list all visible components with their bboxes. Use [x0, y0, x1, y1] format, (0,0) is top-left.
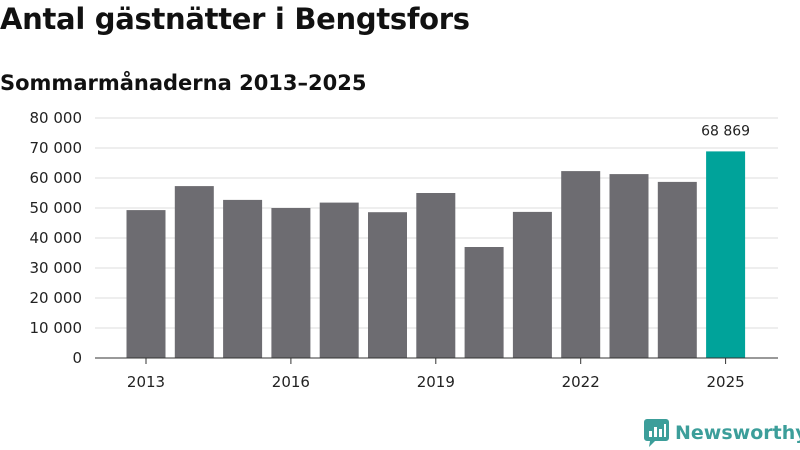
y-tick-label: 40 000 [30, 229, 83, 247]
chart-subtitle: Sommarmånaderna 2013–2025 [0, 71, 367, 95]
bar-2020 [464, 247, 504, 358]
chart-title: Antal gästnätter i Bengtsfors [0, 2, 470, 36]
bar-2017 [319, 202, 359, 358]
y-tick-label: 50 000 [30, 199, 83, 217]
bar-2024 [657, 181, 697, 358]
y-tick-label: 20 000 [30, 289, 83, 307]
x-tick-label: 2016 [272, 373, 310, 391]
bar-2021 [512, 211, 552, 358]
x-tick-label: 2019 [417, 373, 455, 391]
bar-2023 [609, 174, 649, 358]
newsworthy-brand: Newsworthy [644, 419, 800, 447]
bar-2018 [368, 212, 407, 358]
bar-2016 [271, 208, 311, 358]
newsworthy-logo-text: Newsworthy [675, 422, 800, 444]
y-tick-label: 30 000 [30, 259, 83, 277]
newsworthy-logo-icon [644, 419, 669, 447]
bar-2013 [126, 210, 166, 358]
y-tick-label: 80 000 [30, 109, 83, 127]
y-tick-label: 0 [72, 349, 82, 367]
x-tick-label: 2013 [127, 373, 165, 391]
y-tick-label: 70 000 [30, 139, 83, 157]
x-tick-label: 2022 [562, 373, 600, 391]
y-tick-label: 60 000 [30, 169, 83, 187]
bar-2022 [561, 171, 601, 358]
x-tick-label: 2025 [707, 373, 745, 391]
y-tick-label: 10 000 [30, 319, 83, 337]
data-label: 68 869 [701, 123, 750, 139]
bar-2015 [223, 199, 263, 358]
bar-2014 [174, 186, 214, 358]
bar-2019 [416, 193, 456, 358]
bar-2025 [706, 151, 746, 358]
